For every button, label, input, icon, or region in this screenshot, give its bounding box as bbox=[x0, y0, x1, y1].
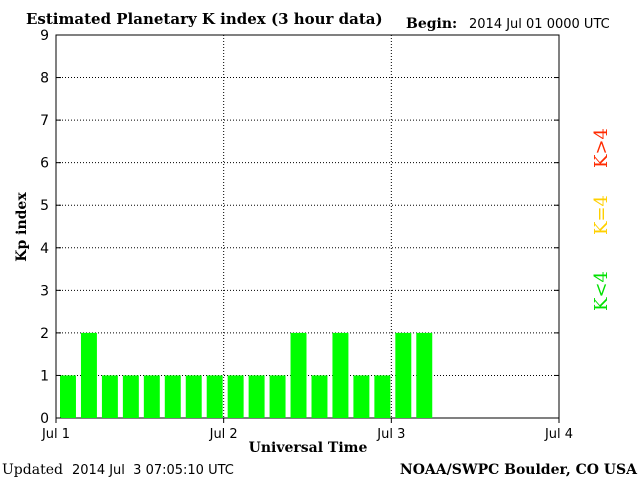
y-tick-label: 3 bbox=[40, 283, 49, 299]
kp-bar bbox=[353, 375, 370, 418]
bar-series bbox=[60, 332, 433, 418]
kp-bar bbox=[311, 375, 328, 418]
chart-title: Estimated Planetary K index (3 hour data… bbox=[26, 10, 383, 28]
kp-bar bbox=[185, 375, 202, 418]
y-tick-label: 0 bbox=[40, 411, 49, 427]
grid-lines bbox=[56, 35, 559, 418]
kp-bar bbox=[416, 332, 433, 418]
y-tick-label: 8 bbox=[40, 71, 49, 87]
kp-bar bbox=[101, 375, 118, 418]
plot-area bbox=[55, 34, 560, 419]
y-axis-label: Kp index bbox=[14, 192, 30, 262]
x-tick-label: Jul 4 bbox=[544, 427, 573, 442]
x-axis-label: Universal Time bbox=[249, 440, 368, 456]
updated-label: Updated bbox=[2, 462, 63, 478]
kp-bar bbox=[374, 375, 391, 418]
begin-value: 2014 Jul 01 0000 UTC bbox=[469, 17, 610, 32]
kp-bar bbox=[332, 332, 349, 418]
kp-bar bbox=[143, 375, 160, 418]
kp-bar bbox=[80, 332, 97, 418]
x-tick-label: Jul 1 bbox=[41, 427, 70, 442]
kp-bar bbox=[60, 375, 76, 418]
kp-bar bbox=[164, 375, 181, 418]
y-tick-label: 9 bbox=[40, 28, 49, 44]
y-tick-label: 5 bbox=[40, 198, 49, 214]
source-credit: NOAA/SWPC Boulder, CO USA bbox=[400, 462, 638, 478]
y-tick-label: 1 bbox=[40, 368, 49, 384]
x-axis-ticks: Jul 1 Jul 2 Jul 3 Jul 4 bbox=[41, 418, 573, 442]
y-axis-ticks: 0 1 2 3 4 5 6 7 8 9 bbox=[40, 28, 559, 427]
begin-label: Begin: bbox=[406, 16, 457, 32]
x-tick-label: Jul 2 bbox=[209, 427, 238, 442]
x-tick-label: Jul 3 bbox=[376, 427, 405, 442]
kp-bar bbox=[122, 375, 139, 418]
y-tick-label: 6 bbox=[40, 156, 49, 172]
kp-bar bbox=[290, 332, 307, 418]
legend-k-eq-4: K=4 bbox=[591, 195, 612, 235]
kp-bar bbox=[395, 332, 412, 418]
kp-bar bbox=[248, 375, 265, 418]
legend-k-gt-4: K>4 bbox=[591, 128, 612, 168]
updated-value: 2014 Jul 3 07:05:10 UTC bbox=[72, 463, 234, 478]
y-tick-label: 7 bbox=[40, 113, 49, 129]
kp-bar bbox=[227, 375, 244, 418]
y-tick-label: 2 bbox=[40, 326, 49, 342]
kp-bar bbox=[206, 375, 223, 418]
legend-k-lt-4: K<4 bbox=[591, 271, 612, 311]
kp-bar bbox=[269, 375, 286, 418]
y-tick-label: 4 bbox=[40, 241, 49, 257]
